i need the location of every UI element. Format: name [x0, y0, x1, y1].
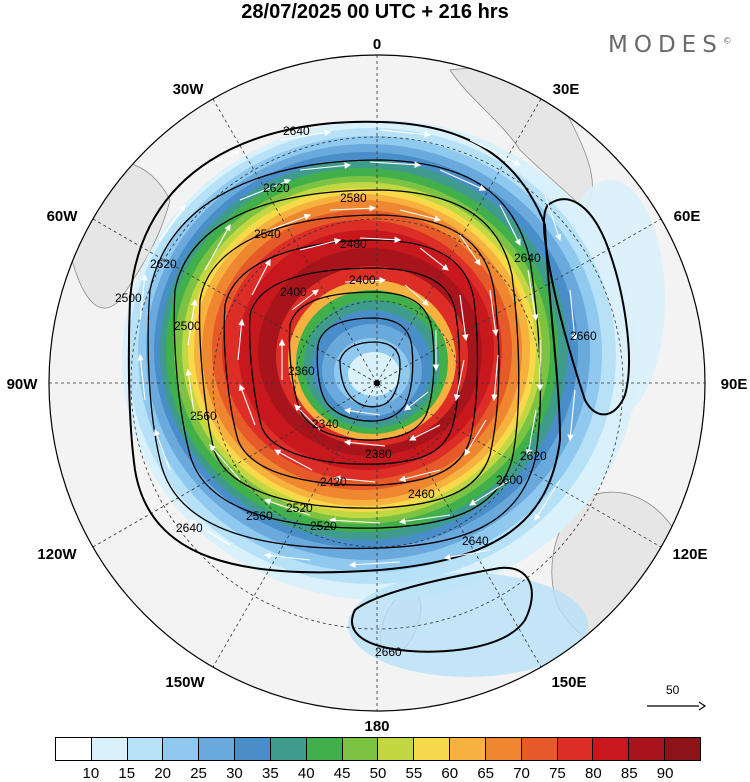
lon-label-30e: 30E	[553, 81, 580, 98]
colorbar-swatch	[235, 738, 271, 760]
contour-label: 2520	[286, 501, 313, 515]
colorbar	[55, 737, 701, 761]
lon-label-150e: 150E	[551, 674, 586, 691]
contour-label: 2560	[190, 409, 217, 423]
colorbar-swatch	[127, 738, 164, 760]
colorbar-tick-label: 30	[226, 765, 243, 782]
modes-logo: MODES©	[608, 32, 732, 58]
lon-label-90e: 90E	[721, 376, 748, 393]
colorbar-tick-label: 35	[261, 765, 279, 782]
colorbar-swatch	[91, 738, 128, 760]
colorbar-swatch	[56, 738, 92, 760]
wind-vectors	[137, 129, 578, 568]
reference-vector-arrow	[647, 701, 707, 711]
colorbar-swatch	[306, 738, 343, 760]
colorbar-swatch	[629, 738, 666, 760]
colorbar-swatch	[450, 738, 486, 760]
lon-label-60w: 60W	[47, 208, 79, 225]
polar-map: 2640 2620 2580 2540 2480 2400 2400 2500 …	[7, 36, 748, 735]
lon-label-120e: 120E	[672, 546, 707, 563]
reference-vector-value: 50	[666, 683, 680, 697]
lat-lon-grid	[49, 55, 705, 711]
contour-label: 2400	[280, 285, 307, 299]
longitude-labels: 0 30E 60E 90E 120E 150E 180 150W 120W 90…	[7, 36, 748, 735]
contour-label: 2620	[263, 181, 290, 195]
colorbar-swatch	[485, 738, 522, 760]
contour-label: 2640	[514, 251, 541, 265]
contour-label: 2360	[288, 364, 315, 378]
colorbar-swatch	[665, 738, 700, 760]
colorbar-swatch	[342, 738, 379, 760]
colorbar-tick-label: 65	[477, 765, 494, 782]
colorbar-tick-label: 50	[369, 765, 387, 782]
contour-label: 2620	[150, 257, 177, 271]
contour-label: 2640	[462, 534, 489, 548]
colorbar-tick-label: 85	[620, 765, 638, 782]
contour-label: 2480	[340, 237, 367, 251]
contour-label: 2380	[365, 447, 392, 461]
map-border	[48, 54, 706, 712]
colorbar-tick-label: 45	[333, 765, 351, 782]
contour-label: 2500	[174, 319, 201, 333]
chart-title: 28/07/2025 00 UTC + 216 hrs	[241, 1, 509, 23]
lon-label-30w: 30W	[173, 81, 205, 98]
colorbar-tick-label: 70	[513, 765, 530, 782]
map-field: 2640 2620 2580 2540 2480 2400 2400 2500 …	[49, 55, 705, 711]
lon-label-0: 0	[373, 36, 381, 53]
colorbar-tick-label: 25	[190, 765, 207, 782]
colorbar-tick-label: 75	[549, 765, 566, 782]
colorbar-swatch	[593, 738, 630, 760]
brand-text: MODES	[608, 32, 723, 58]
contour-label: 2620	[520, 449, 547, 463]
colorbar-tick-label: 60	[441, 765, 459, 782]
colorbar-swatch	[270, 738, 307, 760]
contour-label: 2660	[570, 329, 597, 343]
colorbar-tick-label: 20	[154, 765, 171, 782]
lon-label-180: 180	[364, 718, 389, 735]
contour-label: 2600	[496, 473, 523, 487]
colorbar-tick-label: 80	[584, 765, 602, 782]
copyright-mark: ©	[722, 36, 732, 47]
contour-label: 2640	[176, 521, 203, 535]
contour-label: 2340	[312, 417, 339, 431]
colorbar-swatch	[414, 738, 451, 760]
colorbar-swatch	[163, 738, 200, 760]
contour-label: 2460	[408, 487, 435, 501]
colorbar-swatch	[199, 738, 236, 760]
contour-label: 2540	[254, 227, 281, 241]
geopotential-contours	[127, 120, 630, 653]
contour-label: 2500	[115, 291, 142, 305]
lon-label-60e: 60E	[674, 208, 701, 225]
contour-label: 2520	[310, 519, 337, 533]
colorbar-tick-label: 10	[82, 765, 100, 782]
contour-label: 2560	[246, 509, 273, 523]
contour-label: 2660	[375, 645, 402, 659]
contour-labels: 2640 2620 2580 2540 2480 2400 2400 2500 …	[115, 124, 597, 659]
colorbar-labels: 10 15 20 25 30 35 40 45 50 55 60 65 70 75 80 85 90	[55, 765, 701, 782]
colorbar-tick-label: 90	[656, 765, 674, 782]
colorbar-swatch	[378, 738, 415, 760]
south-pole-marker	[374, 380, 380, 386]
colorbar-tick-label: 55	[405, 765, 423, 782]
colorbar-swatch	[557, 738, 594, 760]
lon-label-120w: 120W	[37, 546, 77, 563]
colorbar-tick-label: 40	[297, 765, 315, 782]
contour-label: 2640	[283, 124, 310, 138]
contour-label: 2580	[340, 191, 367, 205]
contour-label: 2420	[320, 475, 347, 489]
colorbar-swatch	[521, 738, 558, 760]
wind-speed-shading	[122, 120, 665, 677]
lon-label-150w: 150W	[165, 674, 205, 691]
lon-label-90w: 90W	[7, 376, 39, 393]
contour-label: 2400	[349, 273, 376, 287]
colorbar-tick-label: 15	[118, 765, 136, 782]
